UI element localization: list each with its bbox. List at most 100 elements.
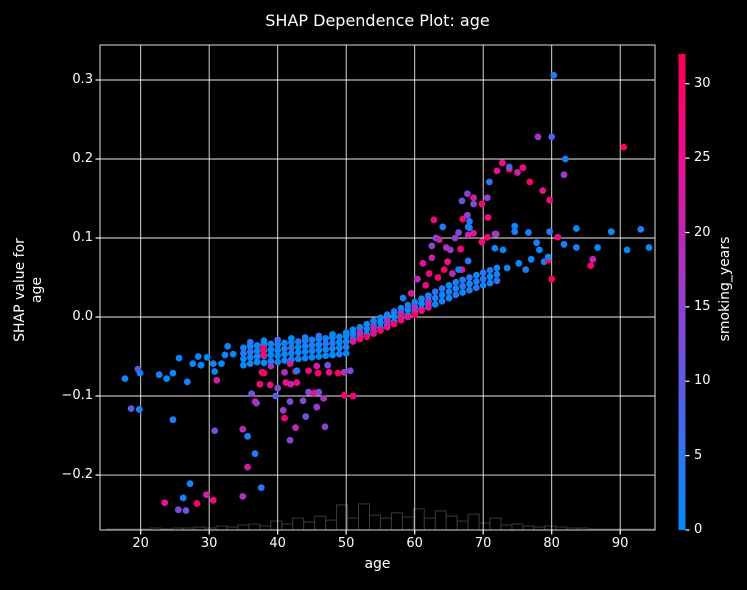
- scatter-point: [155, 371, 163, 379]
- histogram-bar: [379, 517, 392, 531]
- scatter-point: [315, 341, 323, 349]
- scatter-point: [251, 450, 259, 458]
- scatter-point: [448, 270, 456, 277]
- histogram-bar: [489, 517, 502, 531]
- scatter-point: [491, 230, 499, 238]
- scatter-point: [329, 351, 336, 359]
- scatter-point: [213, 376, 221, 384]
- scatter-point: [383, 317, 391, 325]
- y-tick-label: −0.1: [61, 388, 93, 403]
- scatter-point: [499, 246, 507, 254]
- scatter-point: [539, 187, 547, 195]
- scatter-point: [302, 413, 310, 420]
- scatter-point: [356, 335, 364, 343]
- scatter-point: [293, 379, 301, 386]
- scatter-point: [554, 233, 562, 241]
- scatter-point: [457, 245, 464, 253]
- scatter-point: [464, 231, 472, 239]
- scatter-point: [274, 341, 282, 349]
- scatter-point: [425, 270, 433, 277]
- scatter-point: [589, 255, 597, 263]
- scatter-point: [526, 178, 534, 186]
- scatter-point: [161, 499, 169, 507]
- scatter-point: [305, 367, 312, 375]
- scatter-point: [315, 388, 323, 396]
- histogram-bar: [215, 525, 228, 531]
- histogram-bar: [314, 515, 327, 531]
- scatter-point: [472, 278, 480, 285]
- scatter-point: [349, 392, 357, 400]
- scatter-point: [301, 348, 309, 356]
- scatter-point: [459, 215, 467, 223]
- scatter-point: [445, 282, 453, 289]
- y-tick-label: −0.2: [61, 467, 93, 482]
- scatter-point: [279, 406, 287, 414]
- scatter-point: [240, 349, 247, 357]
- scatter-point: [218, 360, 225, 368]
- scatter-point: [527, 255, 535, 263]
- histogram-bar: [467, 513, 480, 531]
- colorbar-tick-label: 25: [694, 150, 711, 166]
- scatter-point: [533, 239, 541, 247]
- axes-spine: [99, 44, 656, 531]
- colorbar-tick-label: 5: [694, 447, 703, 463]
- histogram-bar: [292, 517, 305, 531]
- scatter-point: [169, 369, 177, 377]
- scatter-point: [464, 211, 471, 219]
- scatter-point: [334, 369, 342, 377]
- scatter-point: [407, 289, 415, 297]
- scatter-point: [294, 349, 302, 356]
- scatter-point: [356, 323, 364, 331]
- scatter-point: [308, 347, 316, 355]
- scatter-point: [397, 304, 405, 312]
- scatter-point: [356, 329, 364, 337]
- scatter-point: [224, 342, 232, 350]
- histogram-bar: [368, 514, 381, 531]
- scatter-point: [340, 368, 348, 376]
- scatter-point: [329, 345, 336, 353]
- scatter-point: [246, 360, 254, 368]
- scatter-point: [452, 291, 460, 299]
- x-tick-label: 20: [132, 536, 149, 551]
- scatter-point: [257, 484, 265, 492]
- scatter-point: [439, 223, 447, 231]
- scatter-point: [404, 313, 412, 321]
- scatter-point: [301, 334, 309, 341]
- scatter-point: [505, 163, 513, 171]
- histogram-bar: [347, 517, 360, 531]
- scatter-point: [452, 278, 460, 286]
- scatter-point: [322, 352, 330, 360]
- scatter-point: [459, 276, 467, 284]
- scatter-point: [470, 229, 478, 237]
- scatter-point: [209, 360, 217, 368]
- scatter-point: [363, 325, 371, 333]
- scatter-point: [211, 368, 219, 375]
- scatter-point: [486, 266, 494, 274]
- scatter-point: [349, 330, 357, 338]
- histogram-bar: [544, 525, 557, 531]
- scatter-point: [377, 319, 384, 326]
- scatter-point: [186, 480, 194, 488]
- scatter-point: [572, 244, 580, 251]
- scatter-point: [253, 358, 261, 366]
- scatter-point: [491, 244, 499, 252]
- scatter-point: [434, 274, 442, 281]
- scatter-point: [414, 275, 421, 283]
- scatter-point: [221, 351, 229, 359]
- scatter-point: [466, 286, 473, 294]
- scatter-point: [370, 317, 377, 325]
- scatter-point: [211, 427, 219, 435]
- scatter-point: [127, 405, 135, 413]
- scatter-point: [464, 190, 471, 198]
- scatter-point: [623, 246, 631, 254]
- scatter-point: [466, 224, 473, 232]
- scatter-point: [472, 284, 480, 292]
- scatter-point: [287, 349, 295, 357]
- scatter-point: [438, 285, 446, 292]
- scatter-point: [239, 425, 247, 433]
- scatter-point: [411, 304, 419, 312]
- histogram-bar: [522, 525, 535, 531]
- y-tick-label: 0.2: [72, 151, 93, 166]
- y-tick-label: 0.3: [72, 71, 93, 87]
